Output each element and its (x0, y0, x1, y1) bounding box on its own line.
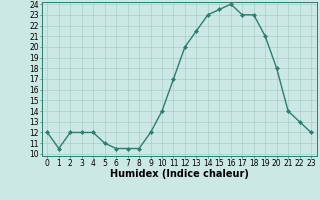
X-axis label: Humidex (Indice chaleur): Humidex (Indice chaleur) (110, 169, 249, 179)
